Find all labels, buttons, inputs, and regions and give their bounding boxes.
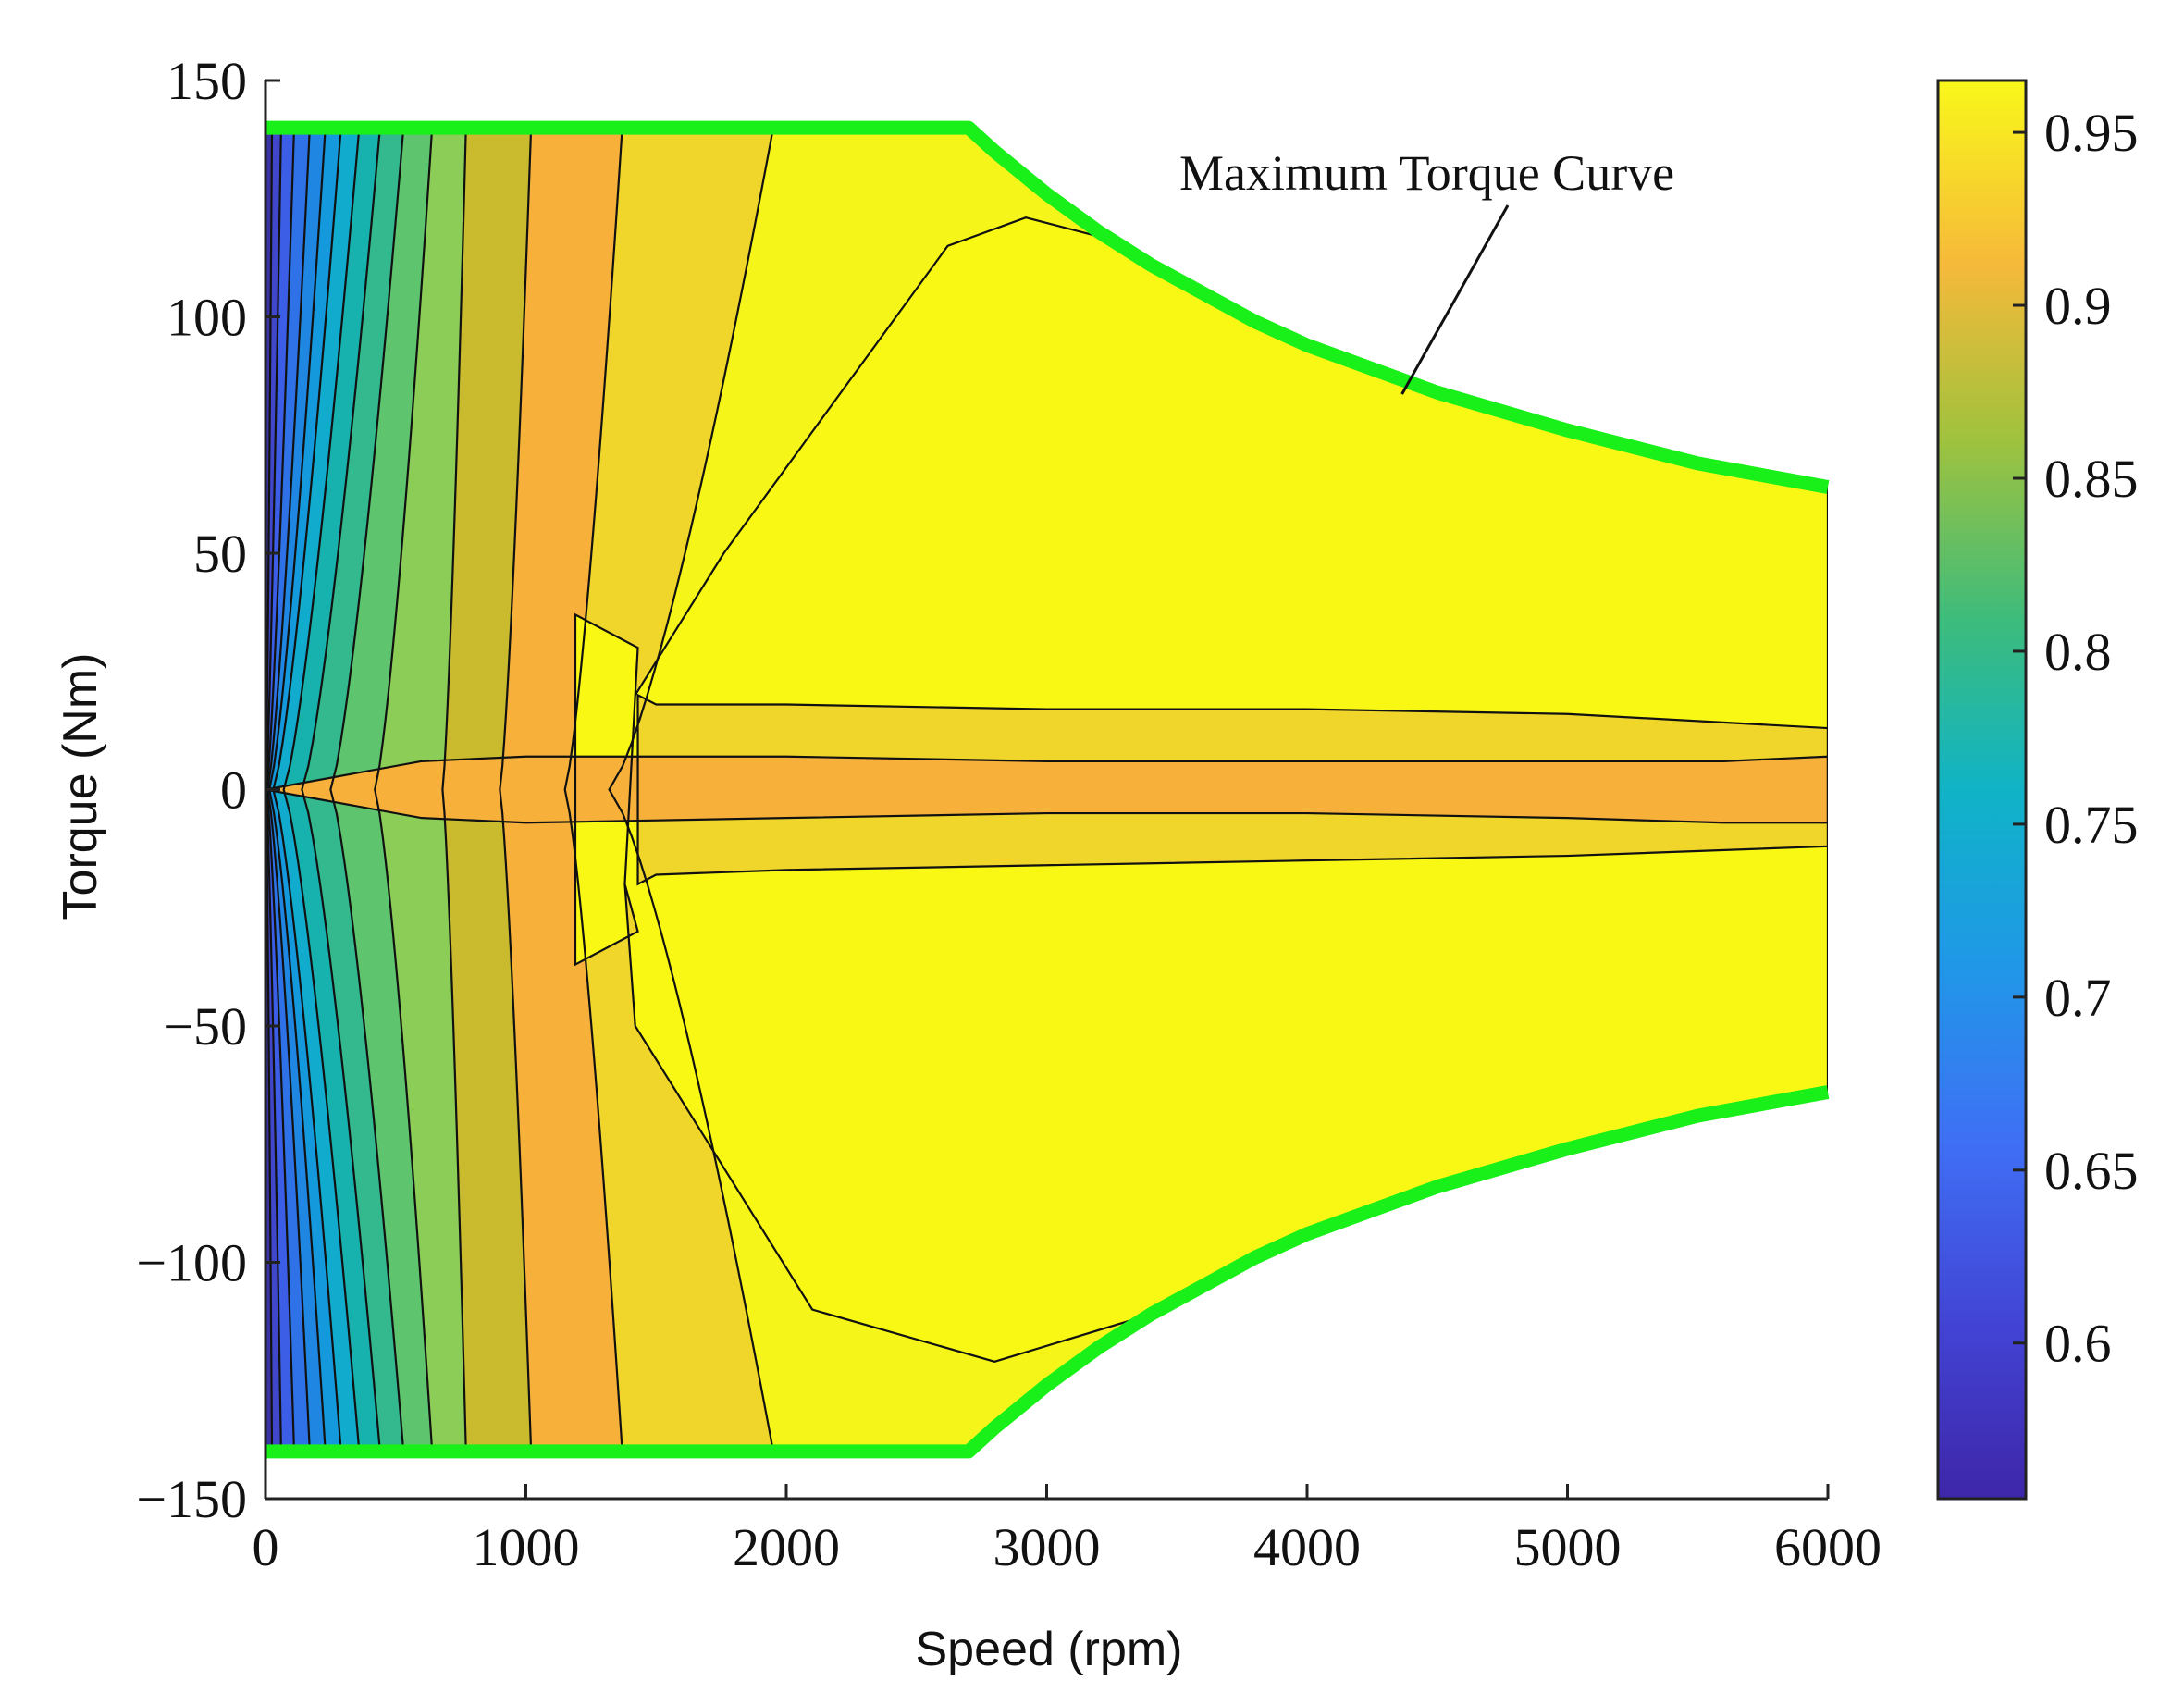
y-tick-label: 150 bbox=[167, 51, 247, 111]
x-tick-label: 6000 bbox=[1774, 1517, 1882, 1577]
x-tick-label: 2000 bbox=[733, 1517, 840, 1577]
max-torque-curve-upper bbox=[265, 120, 1830, 494]
contour-line bbox=[329, 128, 405, 1452]
contour-line bbox=[282, 128, 361, 1452]
x-tick-label: 0 bbox=[253, 1517, 279, 1577]
contour-line-inner-band bbox=[636, 693, 1828, 886]
colorbar-tick-label: 0.6 bbox=[2044, 1314, 2112, 1374]
x-axis-label: Speed (rpm) bbox=[916, 1623, 1183, 1676]
contour-line-low-torque bbox=[265, 755, 1828, 824]
max-torque-curve-lower bbox=[265, 1085, 1830, 1459]
colorbar: 0.6 0.65 0.7 0.75 0.8 0.85 0.9 0.95 bbox=[1936, 79, 2139, 1501]
y-tick-label: 100 bbox=[167, 288, 247, 348]
colorbar-tick-label: 0.9 bbox=[2044, 276, 2112, 336]
colorbar-tick-label: 0.75 bbox=[2044, 795, 2139, 855]
y-tick-label: −50 bbox=[163, 996, 247, 1056]
x-tick-label: 4000 bbox=[1253, 1517, 1361, 1577]
colorbar-tick-label: 0.7 bbox=[2044, 968, 2112, 1028]
y-axis-label: Torque (Nm) bbox=[54, 653, 107, 920]
contour-line-high-efficiency bbox=[574, 216, 1828, 1363]
colorbar-tick-label: 0.65 bbox=[2044, 1141, 2139, 1201]
contour-lines bbox=[265, 128, 1828, 1452]
contour-line bbox=[499, 128, 533, 1452]
contour-line bbox=[301, 128, 381, 1452]
contour-line bbox=[608, 128, 775, 1452]
contour-line bbox=[441, 128, 467, 1452]
y-tick-label: 50 bbox=[193, 524, 247, 584]
colorbar-gradient bbox=[1936, 79, 2028, 1501]
y-tick-label: −100 bbox=[136, 1233, 247, 1293]
max-torque-annotation: Maximum Torque Curve bbox=[1179, 145, 1674, 201]
y-tick-label: 0 bbox=[220, 760, 247, 821]
colorbar-tick-label: 0.95 bbox=[2044, 103, 2139, 163]
x-tick-label: 3000 bbox=[993, 1517, 1101, 1577]
axes: 0 1000 2000 3000 4000 5000 6000 −150 −100 −50 0 50 1… bbox=[136, 51, 1882, 1577]
contour-fills bbox=[265, 128, 1828, 1452]
low-torque-inner-fill bbox=[265, 756, 1828, 823]
colorbar-tick-label: 0.8 bbox=[2044, 622, 2112, 682]
contour-line bbox=[563, 128, 623, 1452]
y-tick-label: −150 bbox=[136, 1469, 247, 1529]
plot-area bbox=[265, 120, 1830, 1459]
colorbar-tick-label: 0.85 bbox=[2044, 449, 2139, 509]
x-tick-label: 5000 bbox=[1514, 1517, 1622, 1577]
annotation-leader-line bbox=[1400, 204, 1510, 395]
contour-band-fill bbox=[265, 128, 273, 1452]
contour-line bbox=[374, 128, 434, 1452]
x-tick-label: 1000 bbox=[473, 1517, 580, 1577]
